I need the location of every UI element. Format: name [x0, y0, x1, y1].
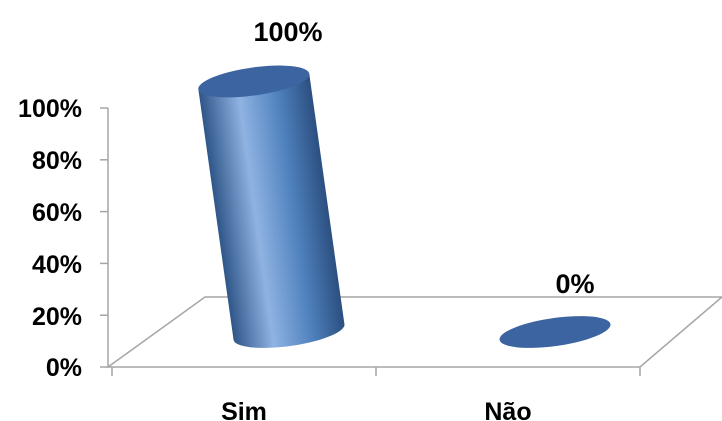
- y-tick-labels: 0% 20% 40% 60% 80% 100%: [18, 95, 82, 382]
- bar-series: [198, 65, 611, 348]
- y-tick-label: 0%: [46, 354, 82, 382]
- y-tick-label: 100%: [18, 95, 82, 123]
- bar-sim: [198, 65, 345, 348]
- y-tick-label: 20%: [32, 303, 82, 331]
- y-tick-label: 40%: [32, 251, 82, 279]
- y-tick-label: 80%: [32, 147, 82, 175]
- data-label-nao: 0%: [555, 269, 594, 299]
- bar-top-cap: [198, 65, 310, 98]
- bar-top-cap: [499, 316, 611, 348]
- chart-axes: [100, 107, 722, 376]
- category-label-nao: Não: [484, 398, 531, 421]
- floor-plane: [105, 296, 722, 368]
- y-axis-tick-marks: [100, 107, 108, 368]
- data-label-sim: 100%: [253, 17, 322, 47]
- y-tick-label: 60%: [32, 199, 82, 227]
- bar-não: [499, 316, 611, 348]
- bar-body: [198, 73, 345, 348]
- category-label-sim: Sim: [221, 398, 267, 421]
